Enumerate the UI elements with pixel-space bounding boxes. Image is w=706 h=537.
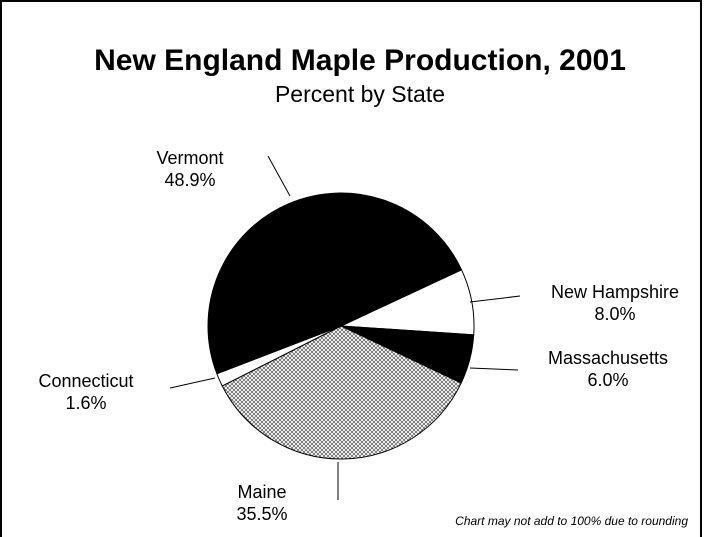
- slice-label-new-hampshire: New Hampshire: [551, 282, 679, 302]
- leader-line-new-hampshire: [470, 296, 520, 302]
- slice-value-vermont: 48.9%: [164, 170, 215, 190]
- pie-slices: [208, 193, 474, 459]
- chart-title: New England Maple Production, 2001: [94, 44, 626, 77]
- slice-value-maine: 35.5%: [236, 504, 287, 524]
- slice-label-massachusetts: Massachusetts: [548, 348, 668, 368]
- leader-line-connecticut: [170, 378, 215, 388]
- footnote: Chart may not add to 100% due to roundin…: [455, 514, 688, 528]
- slice-label-connecticut: Connecticut: [38, 371, 133, 391]
- slice-label-vermont: Vermont: [156, 148, 223, 168]
- leader-line-vermont: [268, 156, 290, 196]
- slice-value-new-hampshire: 8.0%: [594, 304, 635, 324]
- slice-label-maine: Maine: [237, 482, 286, 502]
- slice-value-massachusetts: 6.0%: [587, 370, 628, 390]
- chart-subtitle: Percent by State: [275, 81, 445, 107]
- slice-value-connecticut: 1.6%: [65, 393, 106, 413]
- leader-line-massachusetts: [470, 368, 518, 370]
